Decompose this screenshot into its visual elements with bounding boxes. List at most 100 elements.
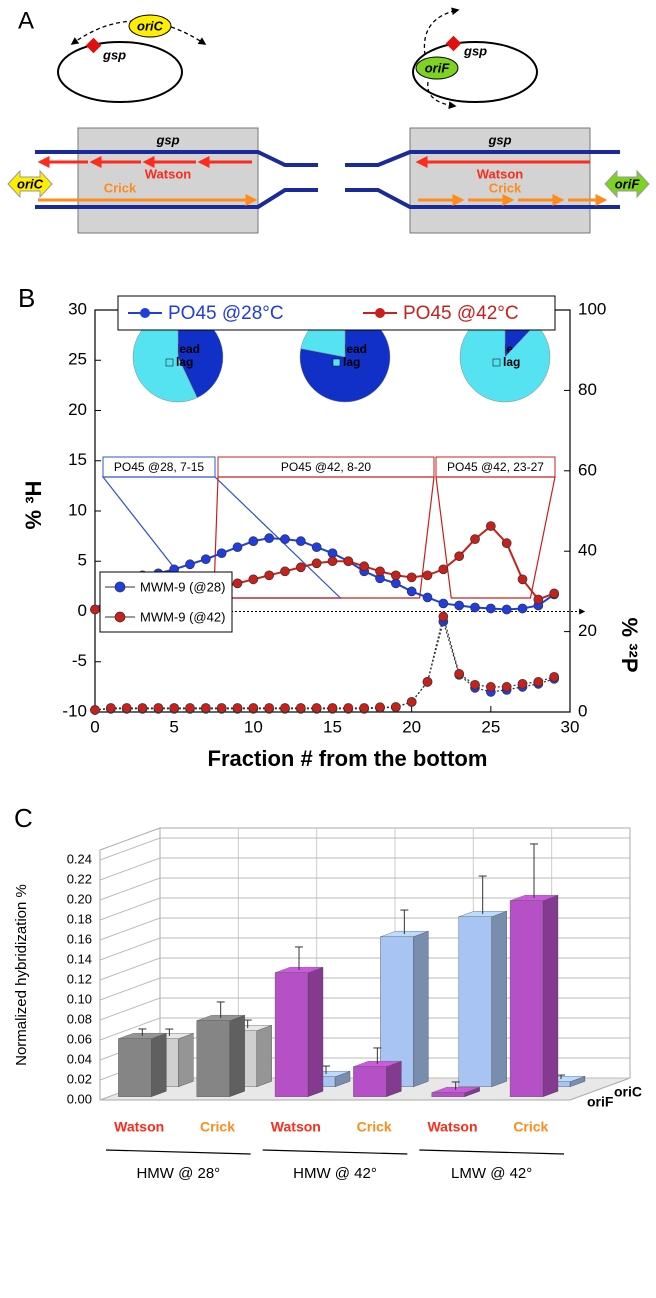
replication-arrow (70, 20, 207, 45)
marker (438, 611, 449, 622)
x-tick-label: Watson (271, 1119, 321, 1135)
marker (311, 558, 322, 569)
bar-side (307, 966, 324, 1097)
marker (216, 703, 227, 713)
origin-tag (604, 169, 650, 199)
marker (485, 682, 496, 692)
marker (264, 533, 275, 543)
gene-label: gsp (463, 43, 487, 58)
marker (90, 705, 100, 715)
marker (327, 548, 338, 559)
x-tick-label: 5 (169, 717, 178, 736)
marker (327, 703, 338, 713)
marker (153, 703, 164, 713)
legend-box (117, 295, 556, 331)
y-tick-label: 0.20 (67, 891, 92, 906)
bar (431, 1092, 465, 1097)
x-tick-label: Crick (513, 1119, 548, 1135)
y-tick-label: 0.10 (67, 991, 92, 1006)
crick-label: Crick (489, 180, 522, 195)
marker (311, 542, 322, 553)
marker (517, 603, 528, 614)
marker (264, 703, 275, 713)
marker (390, 578, 401, 589)
origin-tag-label: oriC (17, 176, 44, 191)
marker (295, 703, 306, 713)
panel-label: C (14, 803, 33, 833)
bar-side (386, 1060, 402, 1097)
y-tick-label: 0.12 (67, 971, 92, 986)
grid-line (99, 857, 161, 881)
pie-legend-label: lead (176, 342, 200, 356)
marker (248, 703, 259, 713)
y-tick-label: 0.08 (67, 1011, 92, 1026)
group-rule (105, 1149, 251, 1155)
legend-label: PO45 @28°C (168, 303, 284, 324)
group-label: HMW @ 28° (136, 1165, 220, 1182)
marker (533, 676, 544, 687)
marker (200, 703, 211, 713)
marker (501, 538, 512, 549)
dna-strand (345, 150, 620, 167)
marker (137, 703, 148, 713)
marker (121, 703, 132, 713)
marker (501, 682, 512, 692)
marker (470, 534, 480, 544)
legend-label: MWM-9 (@42) (140, 609, 225, 624)
gene-box (77, 127, 259, 234)
grid-line (99, 977, 161, 1001)
gene-box (409, 127, 591, 234)
marker (280, 566, 290, 577)
replication-arrow (427, 81, 457, 110)
marker (232, 578, 243, 589)
marker (90, 604, 100, 615)
marker (232, 542, 243, 553)
grid-line (99, 837, 161, 861)
legend-box (99, 571, 233, 633)
marker (422, 676, 433, 687)
marker (311, 703, 322, 713)
bar-side (151, 1032, 167, 1097)
marker (185, 559, 195, 570)
group-rule (419, 1149, 565, 1155)
y-tick-label: 0.04 (67, 1051, 92, 1066)
dna-strand (35, 188, 318, 209)
marker (470, 602, 480, 613)
watson-label: Watson (145, 166, 192, 181)
y-tick-label: 25 (68, 350, 87, 369)
x-tick-label: Crick (200, 1119, 235, 1135)
y-tick-label: 0.06 (67, 1031, 92, 1046)
marker (406, 697, 417, 707)
legend-label: MWM-9 (@28) (140, 579, 225, 594)
marker (375, 566, 385, 577)
marker (517, 679, 528, 689)
marker (485, 603, 496, 614)
marker (343, 556, 354, 567)
y-tick-label: 15 (68, 450, 87, 469)
bar-side (229, 1014, 245, 1097)
marker (533, 594, 544, 605)
crick-label: Crick (104, 180, 137, 195)
marker (248, 536, 259, 547)
inset-range (435, 476, 556, 599)
y2-tick-label: 20 (578, 621, 597, 640)
marker (280, 703, 290, 713)
x-tick-label: Watson (427, 1119, 477, 1135)
series-line (94, 619, 555, 711)
marker (375, 702, 385, 713)
pie-legend-swatch (332, 358, 341, 367)
grid-line (99, 997, 161, 1021)
y-tick-label: 0.02 (67, 1071, 92, 1086)
legend-marker (114, 581, 126, 593)
y-tick-label: -5 (72, 651, 87, 670)
marker (454, 668, 465, 679)
bar-side (256, 1025, 272, 1088)
bar (509, 900, 544, 1097)
origin-tag (7, 169, 53, 199)
origin-oval (128, 14, 172, 38)
marker (280, 534, 290, 544)
marker (295, 562, 306, 573)
watson-label: Watson (477, 166, 524, 181)
y2-tick-label: 80 (578, 380, 597, 399)
